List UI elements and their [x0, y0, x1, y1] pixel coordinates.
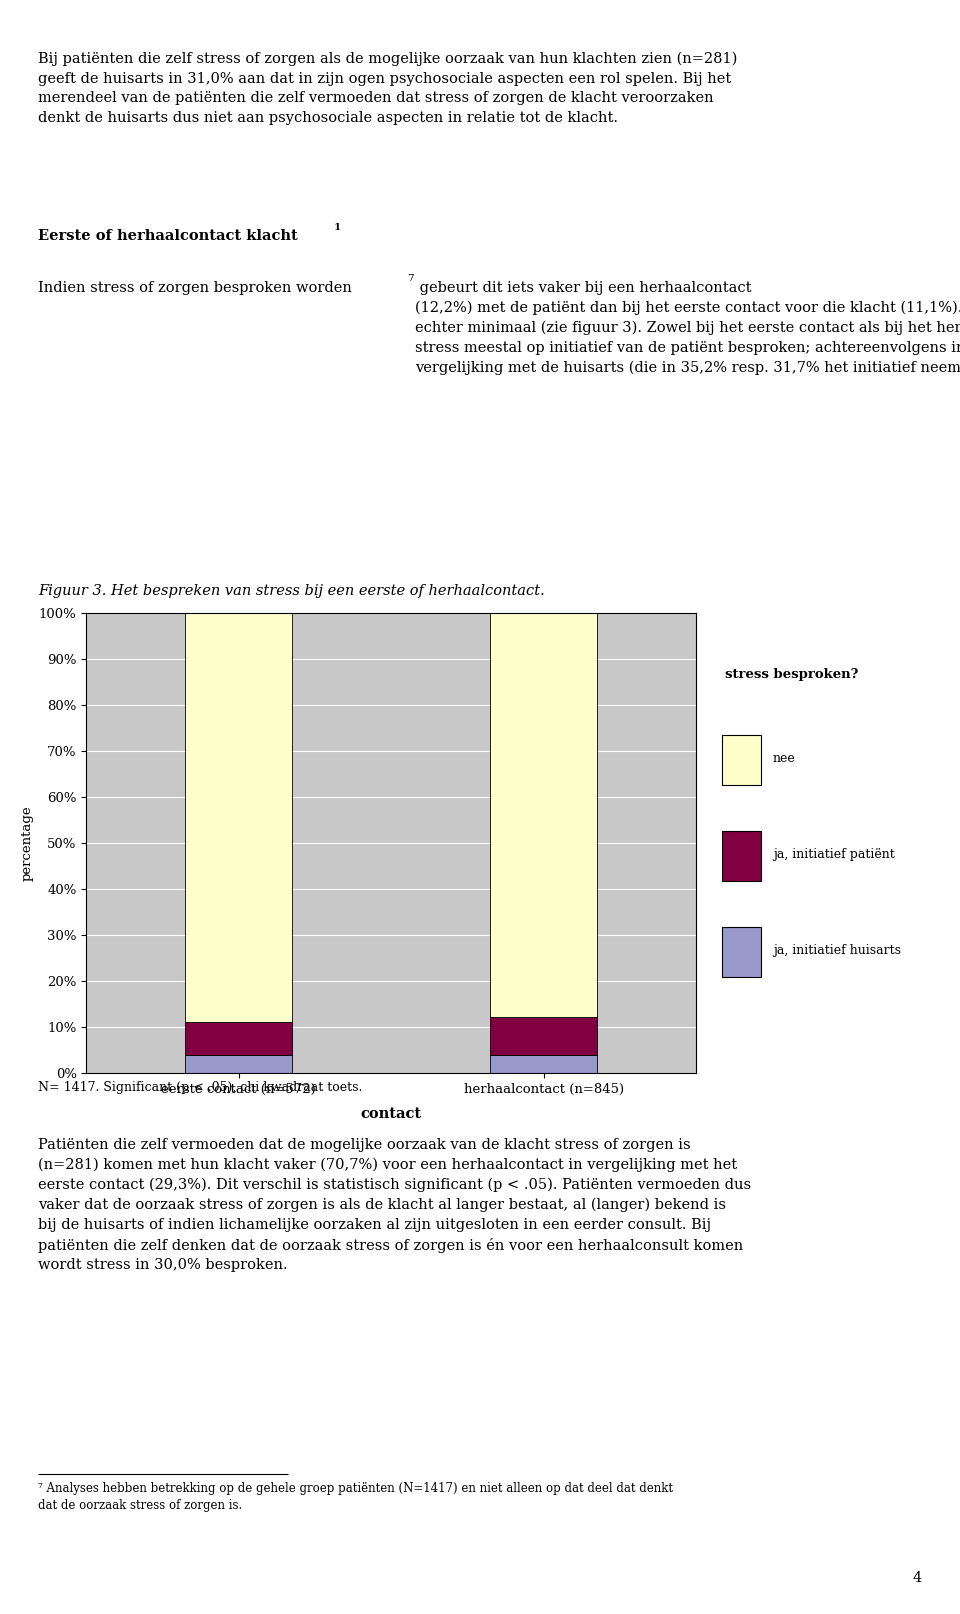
Text: ⁷ Analyses hebben betrekking op de gehele groep patiënten (N=1417) en niet allee: ⁷ Analyses hebben betrekking op de gehel…: [38, 1482, 673, 1512]
Text: Figuur 3. Het bespreken van stress bij een eerste of herhaalcontact.: Figuur 3. Het bespreken van stress bij e…: [38, 584, 545, 599]
Text: Bij patiënten die zelf stress of zorgen als de mogelijke oorzaak van hun klachte: Bij patiënten die zelf stress of zorgen …: [38, 52, 738, 124]
X-axis label: contact: contact: [361, 1107, 421, 1122]
Bar: [723, 736, 761, 784]
Text: ja, initiatief huisarts: ja, initiatief huisarts: [773, 944, 900, 957]
Bar: [491, 613, 597, 1017]
Text: 7: 7: [407, 274, 414, 284]
Text: 4: 4: [912, 1570, 922, 1585]
Bar: [185, 613, 292, 1022]
Text: gebeurt dit iets vaker bij een herhaalcontact
(12,2%) met de patiënt dan bij het: gebeurt dit iets vaker bij een herhaalco…: [415, 281, 960, 374]
Text: Eerste of herhaalcontact klacht: Eerste of herhaalcontact klacht: [38, 229, 299, 244]
Y-axis label: percentage: percentage: [20, 805, 34, 881]
Bar: [185, 1022, 292, 1056]
Text: 1: 1: [334, 223, 342, 232]
Text: Patiënten die zelf vermoeden dat de mogelijke oorzaak van de klacht stress of zo: Patiënten die zelf vermoeden dat de moge…: [38, 1138, 752, 1272]
Text: Indien stress of zorgen besproken worden: Indien stress of zorgen besproken worden: [38, 281, 352, 295]
Bar: [491, 1017, 597, 1056]
Bar: [491, 1056, 597, 1073]
Text: nee: nee: [773, 752, 796, 765]
Bar: [185, 1056, 292, 1073]
Bar: [723, 831, 761, 881]
Text: ja, initiatief patiënt: ja, initiatief patiënt: [773, 847, 895, 860]
Bar: [723, 926, 761, 976]
Text: N= 1417. Significant (p < .05), chi kwadraat toets.: N= 1417. Significant (p < .05), chi kwad…: [38, 1081, 363, 1094]
Text: stress besproken?: stress besproken?: [725, 668, 858, 681]
